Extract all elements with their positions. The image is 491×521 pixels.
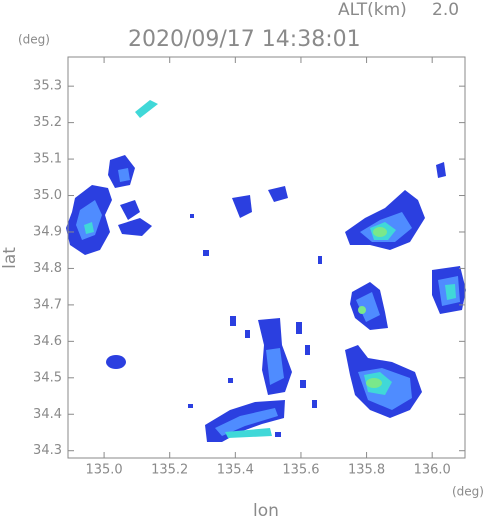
y-tick-label: 34.9 bbox=[33, 224, 62, 239]
x-unit: (deg) bbox=[452, 485, 484, 499]
x-tick-label: 135.6 bbox=[282, 463, 319, 478]
y-tick-label: 35.2 bbox=[33, 115, 62, 130]
x-tick-label: 136.0 bbox=[414, 463, 451, 478]
plot-frame bbox=[67, 56, 466, 459]
y-tick-label: 35.1 bbox=[33, 152, 62, 167]
y-axis-label: lat bbox=[0, 247, 20, 269]
x-tick-label: 135.0 bbox=[85, 463, 122, 478]
y-tick-label: 34.8 bbox=[33, 261, 62, 276]
y-tick-label: 34.3 bbox=[33, 443, 62, 458]
y-tick-label: 34.5 bbox=[33, 370, 62, 385]
y-tick-label: 35.3 bbox=[33, 79, 62, 94]
chart-title: 2020/09/17 14:38:01 bbox=[128, 27, 361, 52]
y-tick-label: 34.6 bbox=[33, 334, 62, 349]
x-tick-label: 135.2 bbox=[151, 463, 188, 478]
alt-value: 2.0 bbox=[432, 0, 459, 20]
echoes bbox=[66, 100, 466, 442]
y-tick-label: 35.0 bbox=[33, 188, 62, 203]
alt-label: ALT(km) bbox=[338, 0, 407, 20]
y-tick-label: 34.4 bbox=[33, 407, 62, 422]
x-tick-label: 135.8 bbox=[348, 463, 385, 478]
x-axis-label: lon bbox=[253, 501, 279, 521]
y-tick-label: 34.7 bbox=[33, 297, 62, 312]
x-tick-label: 135.4 bbox=[217, 463, 254, 478]
y-unit: (deg) bbox=[18, 33, 50, 47]
